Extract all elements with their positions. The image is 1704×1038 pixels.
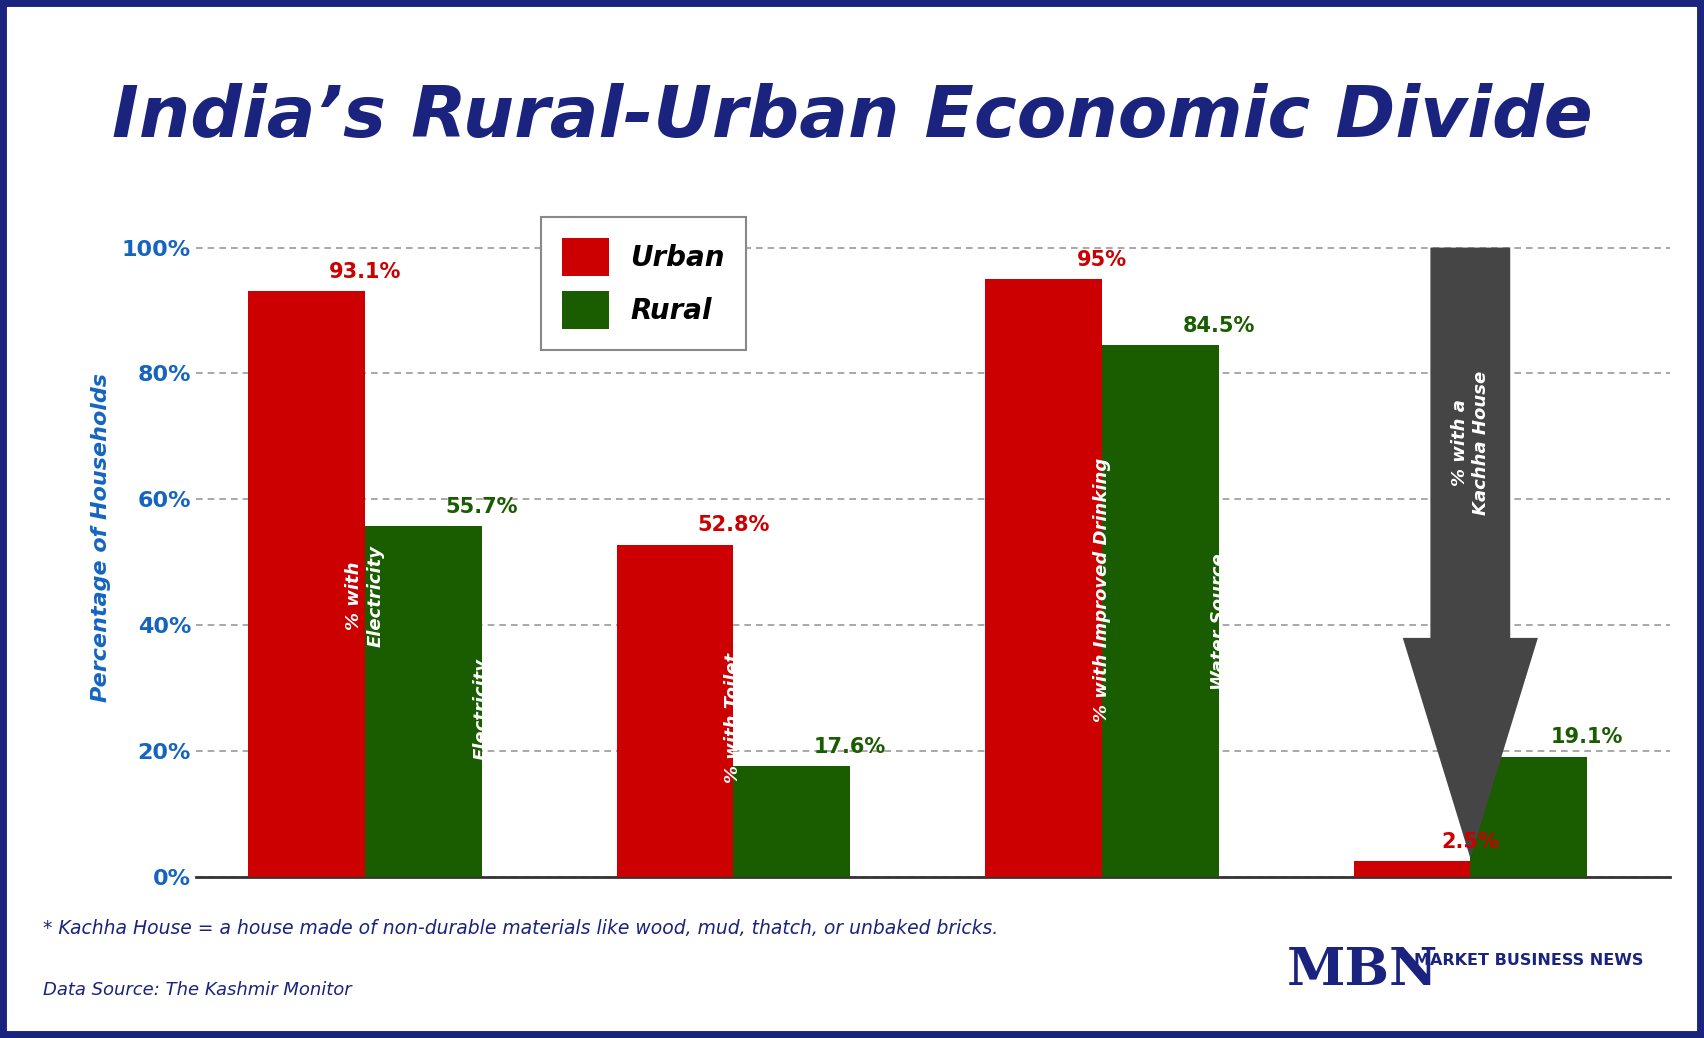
Polygon shape: [1402, 248, 1539, 858]
Bar: [365, 526, 482, 877]
Bar: [985, 279, 1102, 877]
Text: % with Toilet: % with Toilet: [724, 653, 743, 783]
Bar: [1471, 757, 1586, 877]
Text: 17.6%: 17.6%: [815, 737, 886, 757]
Legend: Urban, Rural: Urban, Rural: [540, 217, 746, 350]
Bar: [249, 291, 365, 877]
Bar: [733, 766, 850, 877]
Text: 95%: 95%: [1077, 249, 1126, 270]
Text: % with a
Kachha House: % with a Kachha House: [1450, 371, 1489, 515]
Text: 52.8%: 52.8%: [697, 515, 770, 536]
Text: Electricity: Electricity: [472, 658, 491, 760]
Bar: [1353, 862, 1471, 877]
Text: 19.1%: 19.1%: [1551, 728, 1624, 747]
Text: % with Improved Drinking: % with Improved Drinking: [1092, 458, 1111, 722]
Text: India’s Rural-Urban Economic Divide: India’s Rural-Urban Economic Divide: [112, 83, 1592, 152]
Text: Water Source: Water Source: [1210, 553, 1227, 690]
Y-axis label: Percentage of Households: Percentage of Households: [90, 373, 111, 702]
Text: 2.5%: 2.5%: [1442, 831, 1500, 852]
Bar: [1102, 346, 1218, 877]
Text: 93.1%: 93.1%: [329, 262, 400, 281]
Text: MARKET BUSINESS NEWS: MARKET BUSINESS NEWS: [1414, 954, 1644, 968]
Text: Data Source: The Kashmir Monitor: Data Source: The Kashmir Monitor: [43, 981, 351, 999]
Text: % with
Electricity: % with Electricity: [346, 545, 383, 647]
Bar: [617, 545, 733, 877]
Text: * Kachha House = a house made of non-durable materials like wood, mud, thatch, o: * Kachha House = a house made of non-dur…: [43, 919, 999, 937]
Text: MBN: MBN: [1287, 946, 1438, 996]
Text: 55.7%: 55.7%: [445, 497, 518, 517]
Text: 84.5%: 84.5%: [1183, 316, 1254, 335]
